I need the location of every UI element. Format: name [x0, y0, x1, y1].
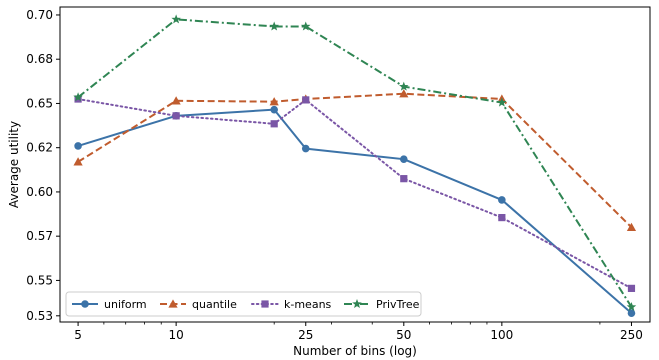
data-point-PrivTree-50 [399, 81, 409, 91]
y-tick-label-0.65: 0.65 [26, 96, 53, 110]
x-tick-label-100: 100 [490, 328, 513, 342]
x-axis: 5 10 25 50 100 250 [74, 322, 643, 342]
series-line-quantile [77, 92, 633, 229]
data-point-quantile-5 [73, 157, 83, 166]
legend-label-quantile: quantile [192, 298, 237, 311]
legend-marker-uniform [81, 300, 89, 308]
data-point-k-means-50 [400, 175, 408, 183]
x-axis-label: Number of bins (log) [293, 344, 417, 358]
legend-label-PrivTree: PrivTree [376, 298, 420, 311]
legend: uniform quantile k-means PrivTree [65, 291, 422, 317]
data-point-uniform-50 [399, 155, 408, 163]
data-point-quantile-20 [269, 97, 279, 106]
y-tick-label-0.70: 0.70 [26, 8, 53, 22]
series-k-means [74, 95, 636, 292]
data-point-k-means-250 [627, 284, 636, 292]
y-axis: 0.53 0.55 0.57 0.60 0.62 0.65 0.68 0.70 [26, 8, 60, 323]
x-tick-label-50: 50 [396, 328, 411, 342]
data-point-PrivTree-20 [269, 21, 279, 31]
data-point-PrivTree-5 [73, 92, 83, 102]
y-tick-label-0.68: 0.68 [26, 52, 53, 66]
x-tick-label-5: 5 [74, 328, 82, 342]
data-point-uniform-5 [74, 142, 82, 150]
data-point-k-means-25 [302, 96, 310, 104]
data-point-quantile-250 [626, 222, 637, 232]
data-point-k-means-10 [172, 112, 180, 120]
data-point-PrivTree-10 [171, 14, 181, 24]
data-point-PrivTree-25 [300, 21, 311, 31]
data-point-uniform-20 [270, 105, 278, 114]
series-uniform [74, 105, 636, 317]
legend-box [65, 291, 422, 317]
series-line-uniform [77, 108, 633, 314]
legend-item-PrivTree: PrivTree [344, 298, 420, 311]
y-tick-label-0.53: 0.53 [26, 309, 53, 323]
data-point-quantile-10 [171, 96, 181, 105]
x-tick-label-10: 10 [168, 328, 183, 342]
plot-frame [59, 6, 651, 323]
legend-label-k-means: k-means [284, 298, 332, 311]
series-line-PrivTree [77, 18, 633, 308]
legend-item-uniform: uniform [72, 298, 147, 311]
data-point-uniform-100 [498, 196, 506, 204]
legend-marker-quantile [168, 299, 178, 308]
legend-item-quantile: quantile [160, 298, 237, 311]
plot-marks [73, 14, 637, 317]
legend-marker-PrivTree [352, 299, 362, 309]
series-PrivTree [73, 14, 637, 311]
data-point-k-means-20 [270, 120, 278, 128]
data-point-uniform-250 [627, 309, 636, 317]
x-tick-label-250: 250 [620, 328, 643, 342]
data-point-k-means-100 [498, 213, 506, 222]
data-point-PrivTree-250 [626, 301, 637, 311]
legend-label-uniform: uniform [104, 298, 147, 311]
y-tick-label-0.55: 0.55 [26, 273, 53, 287]
legend-marker-k-means [261, 300, 269, 308]
data-point-uniform-25 [301, 144, 310, 153]
y-tick-label-0.57: 0.57 [26, 229, 53, 243]
y-tick-label-0.60: 0.60 [26, 185, 53, 199]
series-quantile [73, 89, 637, 232]
legend-item-k-means: k-means [251, 298, 332, 311]
data-point-PrivTree-100 [497, 97, 507, 107]
x-tick-label-25: 25 [298, 328, 313, 342]
y-tick-label-0.62: 0.62 [26, 141, 53, 155]
y-axis-label: Average utility [7, 121, 21, 208]
series-line-k-means [77, 98, 633, 290]
data-point-quantile-50 [399, 89, 409, 98]
